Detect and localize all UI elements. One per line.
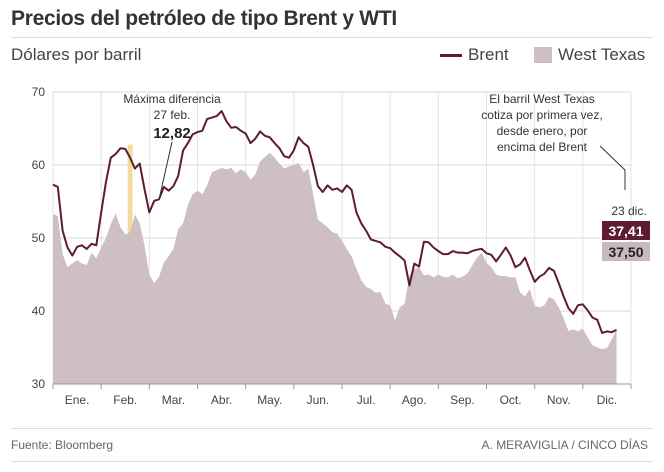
max-diff-leader: [159, 141, 173, 196]
crossover-leader: [599, 145, 626, 190]
chart-title: Precios del petróleo de tipo Brent y WTI: [11, 7, 397, 30]
x-tick-3: Abr.: [211, 393, 232, 407]
highlight-band: [127, 144, 133, 238]
max-diff-line2: 27 feb.: [154, 108, 191, 122]
series-group: [52, 110, 617, 384]
wti-value-box: [602, 242, 650, 261]
chart-subtitle: Dólares por barril: [11, 45, 142, 64]
x-tick-10: Nov.: [547, 393, 571, 407]
y-tick-30: 30: [32, 377, 46, 391]
legend-label-brent: Brent: [468, 45, 509, 64]
x-tick-5: Jun.: [307, 393, 330, 407]
brent-value-label: 37,41: [608, 223, 643, 239]
annotations: Máxima diferencia 27 feb. 12,82 El barri…: [123, 92, 650, 261]
wti-value-label: 37,50: [608, 244, 643, 260]
y-tick-50: 50: [32, 231, 46, 245]
x-tick-4: May.: [257, 393, 282, 407]
highlight-band-group: [127, 144, 133, 238]
max-diff-value: 12,82: [153, 125, 191, 142]
x-tick-11: Dic.: [597, 393, 618, 407]
crossover-line4: encima del Brent: [497, 140, 588, 154]
top-divider: [11, 37, 653, 38]
x-tick-0: Ene.: [65, 393, 90, 407]
crossover-line2: cotiza por primera vez,: [481, 108, 602, 122]
crossover-line1: El barril West Texas: [489, 92, 595, 106]
x-tick-7: Ago.: [402, 393, 427, 407]
series-brent-line: [52, 110, 617, 334]
legend-label-wti: West Texas: [558, 45, 646, 64]
y-tick-40: 40: [32, 304, 46, 318]
y-tick-70: 70: [32, 85, 46, 99]
x-tick-1: Feb.: [113, 393, 137, 407]
x-tick-9: Oct.: [500, 393, 522, 407]
last-date-label: 23 dic.: [611, 204, 646, 218]
x-tick-6: Jul.: [357, 393, 376, 407]
series-wti-area: [53, 152, 617, 384]
x-tick-2: Mar.: [162, 393, 185, 407]
axes: 30 40 50 60 70 Ene. Feb. Mar. Abr. May. Jun. Jul. Ag…: [32, 85, 632, 407]
footer-bottom-divider: [11, 461, 653, 462]
x-tick-8: Sep.: [450, 393, 475, 407]
brent-value-box: [602, 221, 650, 240]
crossover-line3: desde enero, por: [497, 124, 588, 138]
footer-credit: A. MERAVIGLIA / CINCO DÍAS: [481, 438, 648, 452]
y-tick-60: 60: [32, 158, 46, 172]
footer-source: Fuente: Bloomberg: [11, 438, 114, 452]
legend-swatch-wti: [534, 47, 552, 63]
max-diff-line1: Máxima diferencia: [123, 92, 221, 106]
footer-divider: [11, 428, 653, 429]
legend-item-wti: West Texas: [534, 45, 645, 65]
legend-item-brent: Brent: [440, 45, 509, 65]
legend-swatch-brent: [440, 53, 462, 57]
